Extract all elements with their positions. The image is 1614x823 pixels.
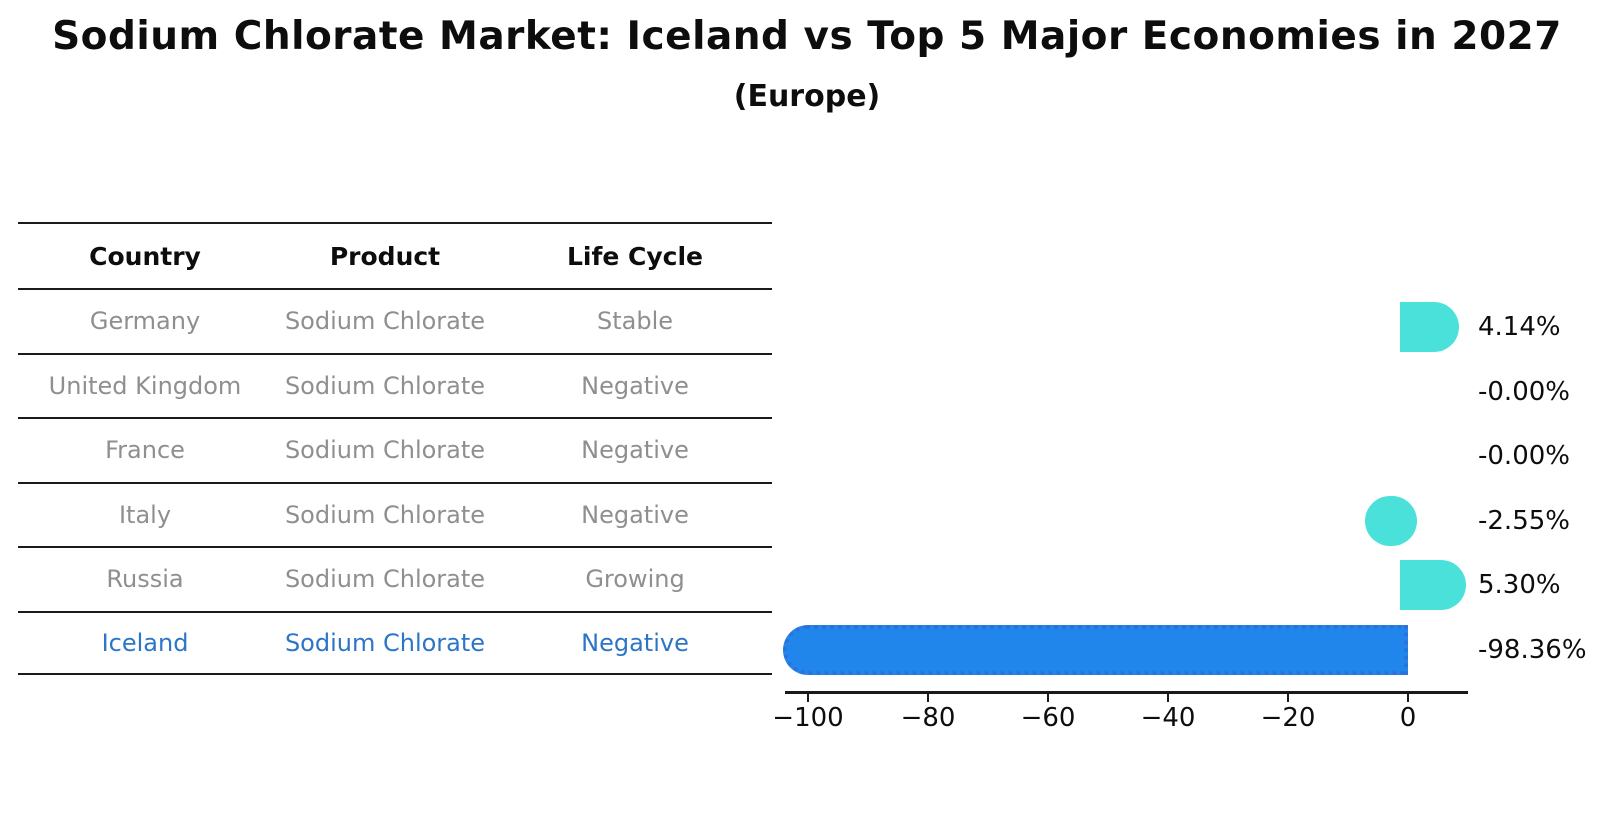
x-tick [1047, 693, 1049, 702]
x-axis [785, 691, 1468, 694]
cell-product: Sodium Chlorate [284, 307, 486, 336]
cell-life-cycle: Growing [585, 565, 685, 594]
cell-life-cycle: Negative [581, 436, 689, 465]
cell-life-cycle: Negative [581, 628, 689, 657]
value-label-italy: -2.55% [1478, 505, 1570, 536]
cell-country: United Kingdom [48, 371, 242, 400]
value-label-france: -0.00% [1478, 441, 1570, 471]
table-row: United Kingdom Sodium Chlorate Negative [18, 352, 772, 418]
x-tick [807, 693, 809, 702]
value-label-iceland: -98.36% [1478, 634, 1587, 665]
column-header-country: Country [89, 241, 201, 271]
chart-title: Sodium Chlorate Market: Iceland vs Top 5… [52, 14, 1562, 59]
bar-russia [1400, 560, 1466, 610]
x-tick-label: 0 [1399, 703, 1417, 733]
x-tick [1287, 693, 1289, 702]
cell-country: Iceland [101, 628, 189, 657]
table-row-highlighted: Iceland Sodium Chlorate Negative [18, 610, 772, 675]
cell-country: Russia [106, 565, 184, 594]
table-row: Russia Sodium Chlorate Growing [18, 546, 772, 611]
x-tick-label: −60 [1020, 703, 1076, 733]
column-header-life-cycle: Life Cycle [566, 241, 704, 271]
cell-country: Germany [89, 307, 201, 336]
table-header-row: Country Product Life Cycle [18, 222, 772, 288]
bar-italy [1364, 495, 1417, 546]
value-label-united-kingdom: -0.00% [1478, 376, 1570, 407]
cell-product: Sodium Chlorate [284, 565, 486, 594]
comparison-table: Country Product Life Cycle Germany Sodiu… [18, 222, 772, 675]
value-label-germany: 4.14% [1478, 312, 1561, 342]
cell-product: Sodium Chlorate [284, 628, 486, 657]
cell-life-cycle: Stable [596, 307, 674, 336]
x-tick-label: −40 [1140, 703, 1196, 733]
bar-iceland [782, 624, 1408, 675]
cell-life-cycle: Negative [581, 371, 689, 400]
cell-product: Sodium Chlorate [284, 371, 486, 400]
cell-country: France [105, 436, 185, 465]
x-tick [1407, 693, 1409, 702]
x-tick-label: −80 [900, 703, 956, 733]
table-row: Italy Sodium Chlorate Negative [18, 481, 772, 547]
bar-germany [1400, 302, 1459, 352]
value-label-russia: 5.30% [1478, 570, 1561, 600]
x-tick-label: −100 [772, 703, 844, 733]
cell-life-cycle: Negative [581, 500, 689, 529]
chart-subtitle: (Europe) [733, 79, 881, 114]
table-row: France Sodium Chlorate Negative [18, 417, 772, 482]
x-tick [927, 693, 929, 702]
column-header-product: Product [329, 241, 441, 271]
cell-product: Sodium Chlorate [284, 500, 486, 529]
x-tick-label: −20 [1260, 703, 1316, 733]
cell-product: Sodium Chlorate [284, 436, 486, 465]
cell-country: Italy [118, 500, 172, 529]
table-row: Germany Sodium Chlorate Stable [18, 288, 772, 353]
x-tick [1167, 693, 1169, 702]
